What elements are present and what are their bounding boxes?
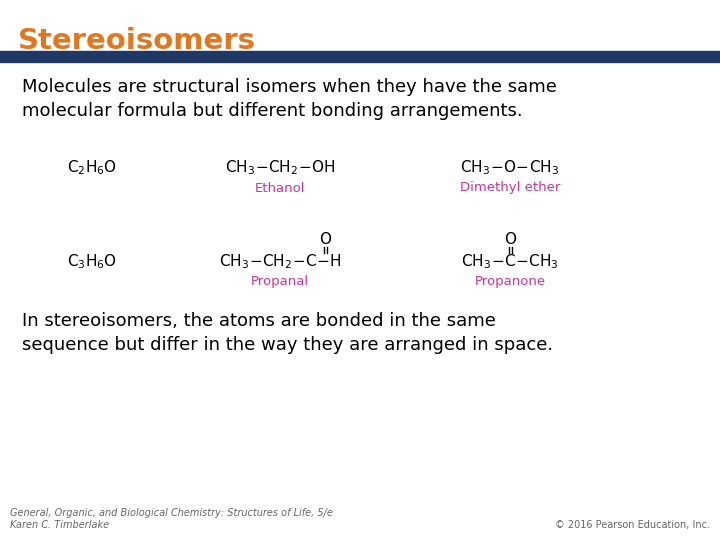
- Text: General, Organic, and Biological Chemistry: Structures of Life, 5/e
Karen C. Tim: General, Organic, and Biological Chemist…: [10, 508, 333, 530]
- Text: $\mathregular{CH_3\!-\!CH_2\!-\!OH}$: $\mathregular{CH_3\!-\!CH_2\!-\!OH}$: [225, 159, 336, 177]
- Text: © 2016 Pearson Education, Inc.: © 2016 Pearson Education, Inc.: [555, 520, 710, 530]
- Text: $\mathregular{CH_3\!-\!CH_2\!-\!C\!-\!H}$: $\mathregular{CH_3\!-\!CH_2\!-\!C\!-\!H}…: [219, 253, 341, 271]
- Text: $\mathregular{C_2H_6O}$: $\mathregular{C_2H_6O}$: [67, 159, 117, 177]
- Text: Dimethyl ether: Dimethyl ether: [460, 181, 560, 194]
- Text: $\mathregular{CH_3\!-\!C\!-\!CH_3}$: $\mathregular{CH_3\!-\!C\!-\!CH_3}$: [461, 253, 559, 271]
- Text: Propanal: Propanal: [251, 275, 309, 288]
- Text: Propanone: Propanone: [474, 275, 546, 288]
- Text: $\mathregular{CH_3\!-\!O\!-\!CH_3}$: $\mathregular{CH_3\!-\!O\!-\!CH_3}$: [460, 159, 559, 177]
- Text: $\mathregular{C_3H_6O}$: $\mathregular{C_3H_6O}$: [67, 253, 117, 271]
- Text: Stereoisomers: Stereoisomers: [18, 27, 256, 55]
- Text: O: O: [504, 233, 516, 247]
- Text: Molecules are structural isomers when they have the same
molecular formula but d: Molecules are structural isomers when th…: [22, 78, 557, 120]
- Bar: [0, 51, 720, 62]
- Text: O: O: [319, 233, 331, 247]
- Text: Ethanol: Ethanol: [255, 181, 305, 194]
- Text: In stereoisomers, the atoms are bonded in the same
sequence but differ in the wa: In stereoisomers, the atoms are bonded i…: [22, 312, 553, 354]
